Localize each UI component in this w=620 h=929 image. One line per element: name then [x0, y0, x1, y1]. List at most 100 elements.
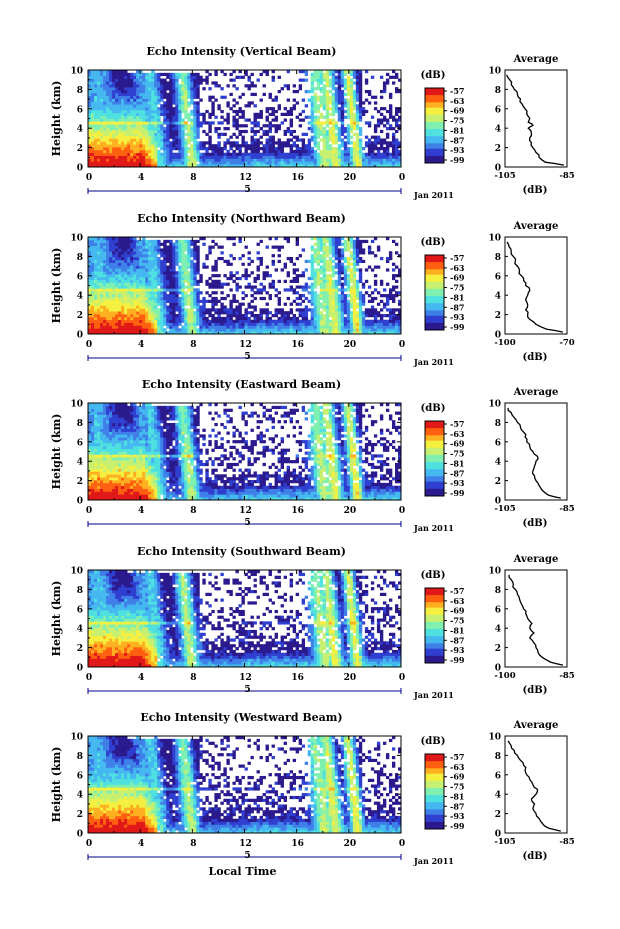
heatmap-cell — [349, 299, 354, 303]
heatmap-cell — [151, 259, 155, 264]
heatmap-cell — [304, 144, 309, 148]
heatmap-cell — [337, 98, 342, 102]
heatmap-cell — [292, 262, 297, 266]
heatmap-cell — [343, 92, 348, 97]
heatmap-cell — [307, 121, 312, 125]
heatmap-cell — [358, 107, 363, 111]
heatmap-cell — [238, 109, 242, 114]
heatmap-cell — [226, 311, 230, 315]
heatmap-cell — [148, 124, 152, 128]
heatmap-cell — [388, 141, 393, 145]
heatmap-cell — [202, 322, 206, 326]
colorbar-swatch — [425, 136, 444, 139]
heatmap-cell — [193, 331, 197, 335]
heatmap-cell — [181, 311, 185, 315]
heatmap-cell — [220, 251, 224, 255]
heatmap-cell — [178, 322, 182, 326]
heatmap-cell — [283, 107, 287, 111]
heatmap-cell — [340, 98, 345, 102]
heatmap-cell — [322, 254, 327, 258]
heatmap-cell — [130, 147, 134, 151]
heatmap-cell — [346, 239, 351, 244]
x-tick-label: 0 — [399, 173, 405, 183]
heatmap-cell — [310, 299, 315, 303]
heatmap-cell — [103, 237, 107, 241]
heatmap-cell — [301, 311, 306, 315]
heatmap-cell — [127, 262, 131, 266]
heatmap-cell — [157, 276, 161, 281]
heatmap-cell — [220, 305, 224, 309]
heatmap-cell — [160, 265, 164, 269]
heatmap-cell — [316, 276, 321, 281]
heatmap-cell — [373, 314, 378, 318]
heatmap-cell — [205, 325, 209, 329]
heatmap-cell — [289, 316, 293, 321]
heatmap-cell — [214, 259, 218, 264]
heatmap-cell — [142, 245, 146, 249]
heatmap-cell — [145, 282, 149, 286]
heatmap-cell — [265, 129, 269, 134]
heatmap-cell — [322, 129, 327, 134]
heatmap-cell — [118, 288, 122, 292]
heatmap-cell — [340, 155, 345, 159]
heatmap-cell — [310, 262, 315, 266]
heatmap-cell — [118, 254, 122, 258]
heatmap-cell — [205, 316, 209, 321]
heatmap-cell — [352, 265, 357, 269]
heatmap-cell — [118, 302, 122, 306]
heatmap-cell — [244, 72, 248, 77]
heatmap-cell — [250, 135, 254, 139]
heatmap-cell — [358, 78, 363, 82]
heatmap-cell — [352, 158, 357, 162]
heatmap-cell — [301, 274, 306, 278]
heatmap-cell — [322, 127, 327, 131]
heatmap-cell — [313, 256, 318, 261]
heatmap-cell — [214, 155, 218, 159]
heatmap-cell — [118, 135, 122, 139]
heatmap-cell — [88, 161, 92, 165]
heatmap-cell — [223, 316, 227, 321]
heatmap-cell — [214, 242, 218, 246]
heatmap-cell — [325, 144, 330, 148]
heatmap-cell — [88, 305, 92, 309]
heatmap-cell — [160, 268, 164, 272]
heatmap-cell — [379, 138, 384, 142]
heatmap-cell — [115, 302, 119, 306]
heatmap-cell — [145, 248, 149, 252]
heatmap-cell — [91, 75, 95, 79]
heatmap-cell — [304, 149, 309, 154]
heatmap-cell — [166, 75, 170, 79]
heatmap-cell — [127, 291, 131, 295]
heatmap-cell — [316, 282, 321, 286]
heatmap-cell — [196, 144, 200, 148]
heatmap-cell — [118, 248, 122, 252]
heatmap-cell — [334, 124, 339, 128]
heatmap-cell — [196, 239, 200, 244]
heatmap-cell — [154, 127, 158, 131]
heatmap-cell — [175, 155, 179, 159]
heatmap-cell — [130, 279, 134, 283]
heatmap-cell — [304, 104, 309, 108]
heatmap-cell — [151, 149, 155, 154]
heatmap-cell — [94, 322, 98, 326]
heatmap-cell — [184, 245, 188, 249]
heatmap-cell — [277, 254, 281, 258]
heatmap-cell — [184, 322, 188, 326]
heatmap-cell — [340, 248, 345, 252]
heatmap-cell — [358, 256, 363, 261]
heatmap-cell — [169, 101, 173, 105]
heatmap-cell — [163, 242, 167, 246]
heatmap-cell — [373, 155, 378, 159]
heatmap-cell — [373, 328, 378, 332]
heatmap-cell — [91, 285, 95, 289]
heatmap-cell — [256, 161, 260, 165]
heatmap-cell — [94, 75, 98, 79]
heatmap-cell — [295, 276, 300, 281]
heatmap-cell — [130, 164, 134, 168]
heatmap-cell — [187, 87, 191, 91]
heatmap-cell — [103, 294, 107, 298]
heatmap-cell — [106, 251, 110, 255]
heatmap-cell — [313, 107, 318, 111]
heatmap-cell — [346, 155, 351, 159]
heatmap-cell — [211, 305, 215, 309]
